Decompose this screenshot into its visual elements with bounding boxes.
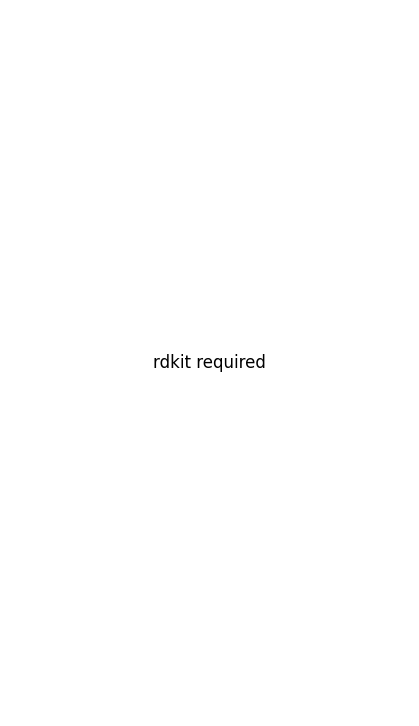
Text: rdkit required: rdkit required — [153, 354, 266, 372]
